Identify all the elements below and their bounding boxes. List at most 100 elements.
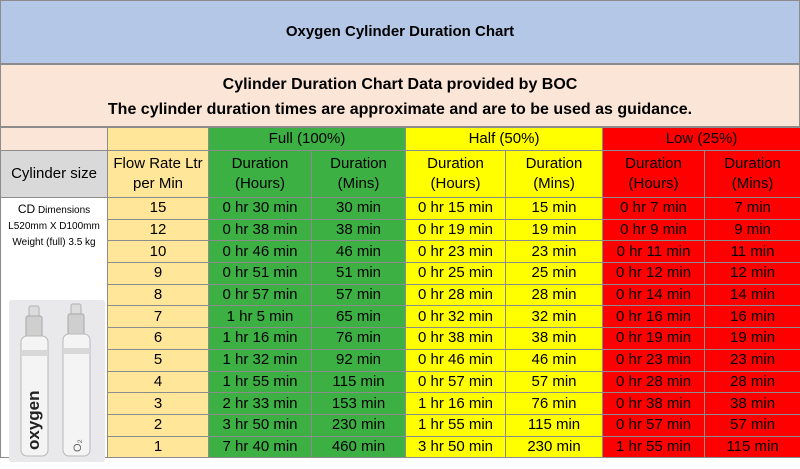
- full-hours-cell: 0 hr 30 min: [208, 197, 312, 220]
- hours-label: (Hours): [628, 175, 679, 192]
- flow-rate-cell: 15: [107, 197, 209, 220]
- half-hours-cell: 0 hr 25 min: [405, 262, 507, 285]
- low-mins-cell: 115 min: [704, 435, 800, 459]
- oxygen-label: oxygen: [24, 390, 43, 450]
- low-hours-cell: 0 hr 23 min: [602, 348, 706, 372]
- low-mins-cell: 14 min: [704, 283, 800, 307]
- low-mins-cell: 7 min: [704, 197, 800, 220]
- half-hours-cell: 1 hr 55 min: [405, 413, 507, 437]
- full-hours-cell: 2 hr 33 min: [208, 392, 312, 415]
- cylinder-size-header: Cylinder size: [0, 150, 108, 198]
- duration-label: Duration: [625, 155, 682, 172]
- half-hours-header: Duration (Hours): [405, 150, 507, 198]
- full-mins-cell: 38 min: [310, 218, 407, 242]
- half-hours-cell: 0 hr 15 min: [405, 197, 507, 220]
- flow-rate-cell: 7: [107, 305, 209, 329]
- source-line: Cylinder Duration Chart Data provided by…: [222, 76, 578, 93]
- half-mins-cell: 46 min: [505, 348, 604, 372]
- low-mins-cell: 19 min: [704, 327, 800, 350]
- half-hours-cell: 0 hr 23 min: [405, 240, 507, 264]
- full-hours-cell: 7 hr 40 min: [208, 435, 312, 459]
- cylinder-image: oxygen O₂: [9, 300, 105, 462]
- low-hours-cell: 0 hr 38 min: [602, 392, 706, 415]
- duration-label: Duration: [427, 155, 484, 172]
- o2-label: O₂: [72, 439, 84, 452]
- full-mins-cell: 51 min: [310, 262, 407, 285]
- full-mins-cell: 65 min: [310, 305, 407, 329]
- half-hours-cell: 0 hr 19 min: [405, 218, 507, 242]
- table-row: CD Dimensions L520mm X D100mm Weight (fu…: [0, 196, 800, 459]
- page-title: Oxygen Cylinder Duration Chart: [0, 0, 800, 64]
- low-hours-cell: 0 hr 14 min: [602, 283, 706, 307]
- half-hours-cell: 3 hr 50 min: [405, 435, 507, 459]
- full-mins-cell: 57 min: [310, 283, 407, 307]
- half-mins-cell: 19 min: [505, 218, 604, 242]
- duration-label: Duration: [330, 155, 387, 172]
- low-mins-cell: 12 min: [704, 262, 800, 285]
- duration-table: Full (100%) Half (50%) Low (25%) Cylinde…: [0, 127, 800, 459]
- half-mins-cell: 76 min: [505, 392, 604, 415]
- full-mins-header: Duration (Mins): [310, 150, 407, 198]
- full-mins-cell: 115 min: [310, 370, 407, 394]
- flow-rate-cell: 12: [107, 218, 209, 242]
- flow-rate-cell: 2: [107, 413, 209, 437]
- group-full: Full (100%): [207, 127, 407, 151]
- cylinder-band-icon: [63, 348, 90, 354]
- flow-rate-header: Flow Rate Ltr per Min: [107, 150, 209, 198]
- half-mins-cell: 230 min: [505, 435, 604, 459]
- flow-rate-cell: 6: [107, 327, 209, 350]
- low-mins-cell: 38 min: [704, 392, 800, 415]
- low-hours-cell: 0 hr 12 min: [602, 262, 706, 285]
- half-mins-cell: 32 min: [505, 305, 604, 329]
- valve-body-icon: [25, 315, 43, 339]
- full-mins-cell: 30 min: [310, 197, 407, 220]
- low-mins-header: Duration (Mins): [704, 150, 800, 198]
- cylinder-code: CD: [17, 202, 36, 216]
- half-hours-cell: 0 hr 28 min: [405, 283, 507, 307]
- group-half: Half (50%): [405, 127, 604, 151]
- full-hours-cell: 0 hr 38 min: [208, 218, 312, 242]
- full-hours-cell: 0 hr 51 min: [208, 262, 312, 285]
- duration-label: Duration: [724, 155, 781, 172]
- low-mins-cell: 11 min: [704, 240, 800, 264]
- full-mins-cell: 230 min: [310, 413, 407, 437]
- low-mins-cell: 16 min: [704, 305, 800, 329]
- column-header-row: Cylinder size Flow Rate Ltr per Min Dura…: [0, 150, 800, 198]
- full-hours-cell: 1 hr 32 min: [208, 348, 312, 372]
- duration-label: Duration: [525, 155, 583, 172]
- full-hours-cell: 0 hr 46 min: [208, 240, 312, 264]
- full-hours-cell: 1 hr 55 min: [208, 370, 312, 394]
- flow-rate-cell: 10: [107, 240, 209, 264]
- half-hours-cell: 0 hr 57 min: [405, 370, 507, 394]
- cylinder-body-icon: [20, 335, 49, 457]
- mins-label: (Mins): [731, 175, 774, 192]
- mins-label: (Mins): [533, 175, 575, 192]
- cylinder-body-icon: [62, 333, 91, 457]
- table-row: 12 0 hr 38 min 38 min 0 hr 19 min 19 min 0 hr…: [1, 218, 800, 242]
- half-mins-cell: 57 min: [505, 370, 604, 394]
- low-hours-cell: 0 hr 57 min: [602, 413, 706, 437]
- low-hours-cell: 0 hr 7 min: [602, 197, 706, 220]
- low-mins-cell: 57 min: [704, 413, 800, 437]
- flow-rate-cell: 1: [107, 435, 209, 459]
- full-hours-cell: 1 hr 5 min: [208, 305, 312, 329]
- half-mins-cell: 25 min: [505, 262, 604, 285]
- cylinder-dimensions: Dimensions L520mm X D100mm Weight (full)…: [8, 205, 100, 248]
- low-hours-cell: 0 hr 28 min: [602, 370, 706, 394]
- half-mins-cell: 115 min: [505, 413, 604, 437]
- guidance-line: The cylinder duration times are approxim…: [107, 101, 693, 118]
- group-header-row: Full (100%) Half (50%) Low (25%): [0, 127, 800, 151]
- info-banner: Cylinder Duration Chart Data provided by…: [0, 64, 800, 127]
- half-mins-cell: 15 min: [505, 197, 604, 220]
- half-mins-header: Duration (Mins): [505, 150, 604, 198]
- mins-label: (Mins): [337, 175, 380, 192]
